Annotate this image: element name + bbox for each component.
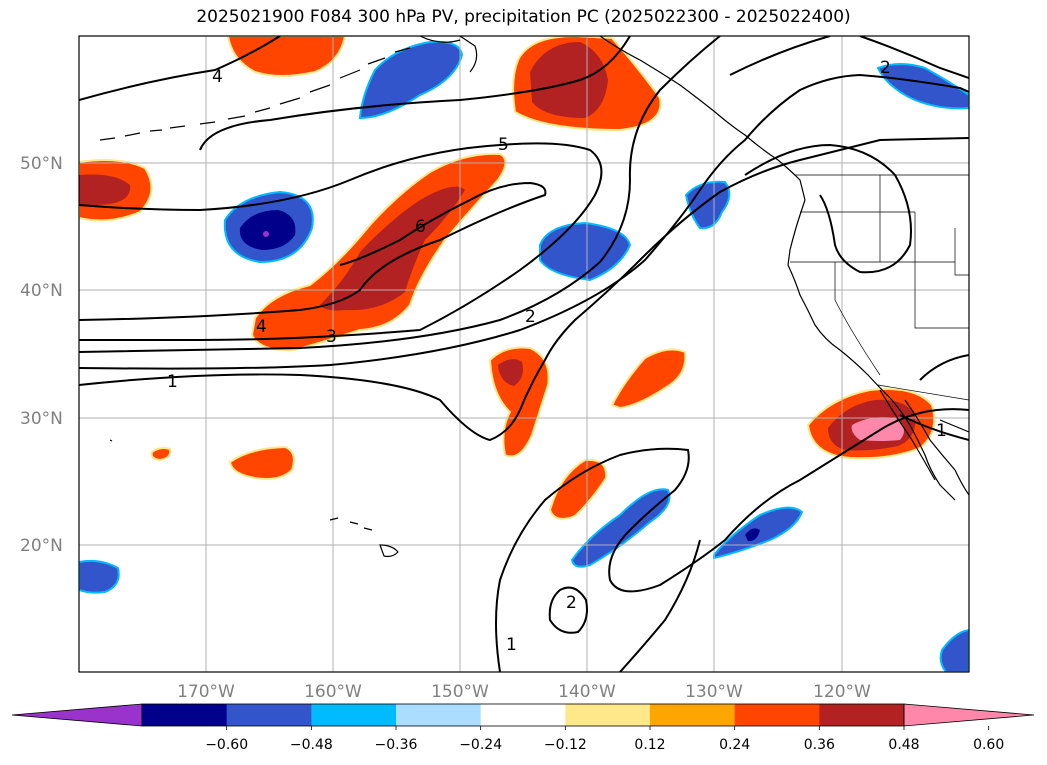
pv-contour xyxy=(548,586,588,634)
baja-coast xyxy=(879,389,956,481)
lon-label: 170°W xyxy=(177,682,235,702)
state-border xyxy=(790,175,969,329)
pv-contour-label: 2 xyxy=(880,58,891,78)
hawaii-islands xyxy=(329,517,399,558)
pv-contour xyxy=(79,142,603,341)
anomaly-negative-blob xyxy=(539,221,632,282)
pv-contour xyxy=(79,36,721,353)
pv-contour-labels: 4 5 6 4 3 2 1 2 1 2 1 xyxy=(167,58,947,655)
colorbar-extend-low xyxy=(11,703,143,727)
anomaly-negative-blob xyxy=(876,63,969,110)
anomaly-strong-positive-blob xyxy=(498,359,523,386)
pv-contour xyxy=(495,408,969,672)
colorbar-tick-label: 0.24 xyxy=(719,737,750,753)
anomaly-strong-positive-band xyxy=(320,186,465,311)
colorbar-ticks: −0.60 −0.48 −0.36 −0.24 −0.12 0.12 0.24 0.36 0.4… xyxy=(205,726,1004,753)
lon-label: 150°W xyxy=(431,682,489,702)
colorbar-tick-label: −0.36 xyxy=(375,737,418,753)
map-panel[interactable]: 4 5 6 4 3 2 1 2 1 2 1 xyxy=(78,35,970,673)
lat-label: 50°N xyxy=(20,154,63,174)
pv-contour xyxy=(79,137,969,442)
political-borders xyxy=(790,174,969,401)
anomaly-positive-blob xyxy=(548,458,608,520)
colorbar: −0.60 −0.48 −0.36 −0.24 −0.12 0.12 0.24 0.36 0.4… xyxy=(11,703,1035,753)
pv-contour xyxy=(744,143,912,274)
pv-contour-label: 5 xyxy=(498,135,509,155)
colorbar-outline xyxy=(141,703,905,727)
anomaly-strong-negative-dot xyxy=(745,528,760,542)
pv-contour-label: 1 xyxy=(167,372,178,392)
us-mexico-border xyxy=(877,384,969,401)
pv-contour-label: 4 xyxy=(212,67,223,87)
colorbar-swatch xyxy=(565,704,651,726)
pv-contour xyxy=(919,354,969,381)
lon-label: 140°W xyxy=(558,682,616,702)
colorbar-swatch xyxy=(311,704,397,726)
aleutian-islands xyxy=(99,47,411,141)
colorbar-swatch xyxy=(480,704,566,726)
colorbar-tick-label: 0.48 xyxy=(888,737,919,753)
anomaly-strong-negative-blob xyxy=(239,210,296,250)
pv-contour-label: 3 xyxy=(326,327,337,347)
colorbar-swatch xyxy=(819,704,905,726)
colorbar-extend-high xyxy=(903,703,1035,727)
anomaly-negative-blob xyxy=(570,488,671,568)
colorbar-tick-label: 0.12 xyxy=(634,737,665,753)
colorbar-tick-label: −0.12 xyxy=(544,737,587,753)
colorbar-tick-label: 0.60 xyxy=(973,737,1004,753)
colorbar-swatches xyxy=(11,703,1035,727)
pv-contour-label: 2 xyxy=(566,593,577,613)
pv-contour-label: 1 xyxy=(506,635,517,655)
anomaly-strong-positive-blob xyxy=(79,174,131,205)
anomaly-negative-blob xyxy=(79,559,120,594)
pv-contour-label: 2 xyxy=(525,307,536,327)
colorbar-tick-label: 0.36 xyxy=(804,737,835,753)
colorbar-swatch xyxy=(142,704,228,726)
lat-label: 30°N xyxy=(20,409,63,429)
pv-contour xyxy=(79,181,547,321)
map-frame xyxy=(78,35,970,673)
mexico-coast xyxy=(939,419,969,496)
anomaly-positive-blob xyxy=(610,348,687,410)
map-title: 2025021900 F084 300 hPa PV, precipitatio… xyxy=(196,7,851,27)
colorbar-tick-label: −0.48 xyxy=(290,737,333,753)
pv-contour-label: 6 xyxy=(415,217,426,237)
anomaly-positive-blob xyxy=(226,36,347,77)
longitude-labels: 170°W 160°W 150°W 140°W 130°W 120°W xyxy=(177,682,871,702)
colorbar-swatch xyxy=(734,704,820,726)
lat-label: 20°N xyxy=(20,536,63,556)
alaska-coast xyxy=(419,36,806,201)
pv-contour xyxy=(899,414,969,441)
lon-label: 130°W xyxy=(685,682,743,702)
lon-label: 120°W xyxy=(813,682,871,702)
anomaly-positive-blob xyxy=(150,447,172,462)
colorbar-swatch xyxy=(650,704,736,726)
pv-contour xyxy=(199,36,631,151)
pv-contour-label: 1 xyxy=(936,421,947,441)
lat-label: 40°N xyxy=(20,281,63,301)
coastlines xyxy=(99,36,969,558)
anomaly-negative-blob xyxy=(939,628,969,672)
pv-contour xyxy=(79,36,281,101)
pv-contours xyxy=(79,36,969,672)
latitude-labels: 50°N 40°N 30°N 20°N xyxy=(20,154,63,556)
colorbar-tick-label: −0.60 xyxy=(205,737,248,753)
anomaly-negative-blob xyxy=(358,40,464,120)
anomaly-strong-positive-blob xyxy=(530,42,608,118)
colorbar-tick-label: −0.24 xyxy=(459,737,502,753)
west-coast xyxy=(787,199,956,501)
precipitation-anomaly-layer xyxy=(79,36,969,672)
pv-contour xyxy=(729,36,969,79)
anomaly-positive-blob xyxy=(228,445,295,480)
colorbar-swatch xyxy=(396,704,482,726)
ca-nv-border xyxy=(834,262,881,376)
colorbar-swatch xyxy=(226,704,312,726)
lon-label: 160°W xyxy=(304,682,362,702)
pv-contour-label: 4 xyxy=(256,317,267,337)
anomaly-extreme-negative-dot xyxy=(263,231,269,237)
pv-contour xyxy=(619,539,701,672)
small-island xyxy=(109,439,113,442)
